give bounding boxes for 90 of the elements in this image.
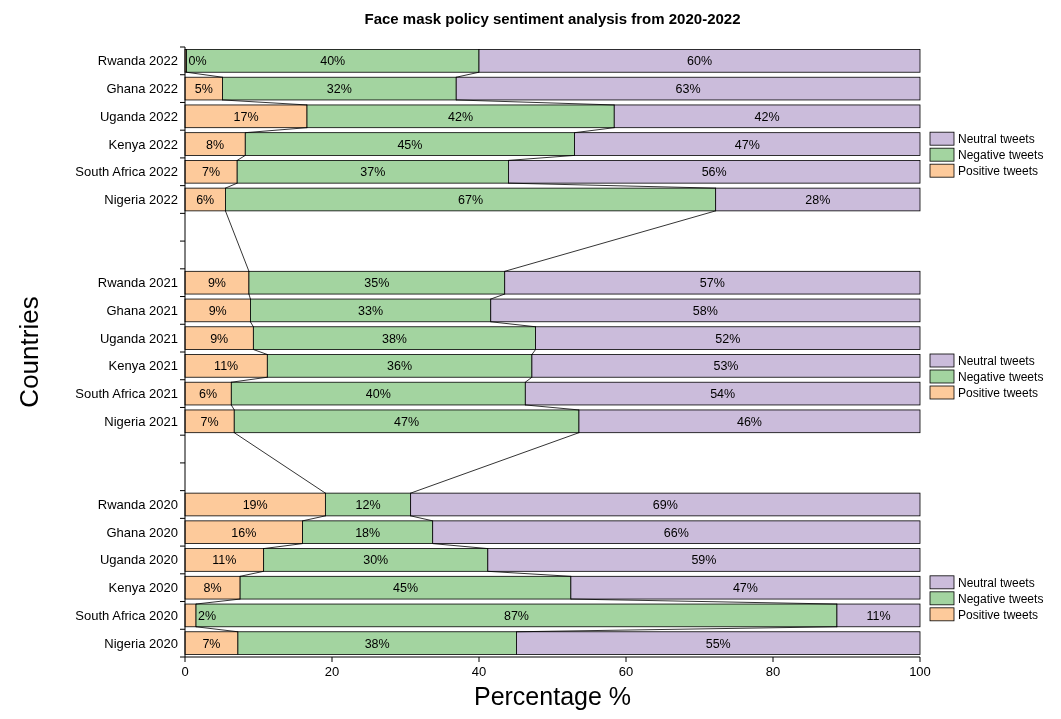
data-label: 16% [231, 525, 257, 540]
data-label: 30% [363, 553, 389, 568]
text: Positive tweets [958, 386, 1039, 400]
data-label: 69% [652, 498, 678, 512]
data-label: 59% [691, 553, 717, 568]
x-tick-label: 80 [765, 664, 781, 679]
data-label: 28% [805, 193, 831, 207]
data-label: 38% [381, 331, 407, 346]
data-label: 56% [701, 165, 727, 180]
data-label: 53% [713, 359, 739, 374]
y-tick-label: Ghana 2022 [106, 81, 178, 97]
data-label: 38% [364, 636, 390, 651]
data-label: 32% [326, 82, 352, 97]
x-tick-label: 40 [471, 664, 487, 679]
data-label: 54% [710, 387, 736, 402]
data-label: 6% [196, 193, 215, 207]
data-label: 37% [360, 165, 386, 180]
text: Neutral tweets [958, 354, 1035, 368]
data-label: 47% [394, 414, 420, 429]
data-label: 42% [754, 109, 780, 124]
y-tick-label: Nigeria 2020 [104, 635, 178, 651]
y-tick-label: Rwanda 2022 [97, 53, 178, 69]
y-axis-title: Countries [14, 296, 44, 408]
y-tick-label: Rwanda 2020 [97, 497, 178, 512]
text: Positive tweets [958, 607, 1039, 622]
y-tick-label: South Africa 2022 [75, 164, 178, 180]
data-label: 36% [387, 359, 413, 374]
data-label: 63% [675, 82, 701, 97]
data-label: 45% [392, 581, 419, 596]
text: Neutral tweets [958, 575, 1035, 590]
y-tick-label: Uganda 2020 [99, 552, 178, 568]
chart-title: Face mask policy sentiment analysis from 2020-2022 [364, 10, 741, 27]
data-label: 19% [242, 498, 268, 512]
x-tick-label: 60 [618, 664, 634, 679]
data-label: 9% [208, 303, 227, 318]
x-tick-label: 0 [181, 664, 189, 679]
data-label: 47% [732, 581, 758, 596]
data-label: 7% [202, 165, 221, 180]
data-label: 33% [358, 303, 384, 318]
data-label: 67% [458, 193, 484, 207]
text: Negative tweets [958, 591, 1044, 606]
data-label: 6% [199, 387, 218, 402]
y-tick-label: Kenya 2020 [108, 580, 178, 596]
data-label: 5% [194, 82, 213, 97]
data-label: 47% [734, 137, 760, 152]
x-axis-title: Percentage % [473, 682, 632, 710]
y-tick-label: South Africa 2020 [75, 607, 178, 623]
data-label: 11% [866, 608, 891, 623]
data-label: 7% [202, 636, 221, 651]
data-label: 52% [715, 331, 741, 346]
y-tick-label: Uganda 2022 [99, 108, 178, 124]
x-tick-label: 100 [909, 664, 931, 679]
x-tick-label: 20 [324, 664, 340, 679]
y-tick-label: South Africa 2021 [75, 386, 178, 402]
data-label: 8% [203, 581, 222, 596]
data-label: 9% [207, 276, 227, 291]
data-label: 42% [448, 109, 474, 124]
data-label: 35% [364, 276, 390, 291]
legend-label: Positive tweets [958, 164, 1039, 179]
data-label: 45% [397, 137, 423, 152]
data-label: 12% [355, 498, 381, 512]
data-label: 46% [736, 414, 762, 429]
data-label: 17% [233, 109, 259, 124]
y-tick-label: Rwanda 2021 [97, 275, 178, 291]
data-label: 58% [692, 303, 718, 318]
data-label: 0% [188, 54, 207, 69]
data-label: 11% [212, 553, 237, 568]
data-label: 11% [214, 359, 239, 374]
data-label: 66% [663, 525, 689, 540]
data-label: 18% [355, 525, 381, 540]
data-label: 7% [200, 414, 219, 429]
data-label: 40% [365, 387, 391, 402]
data-label: 2% [198, 608, 217, 623]
data-label: 8% [206, 137, 225, 152]
legend-label: Neutral tweets [958, 132, 1035, 147]
y-tick-label: Uganda 2021 [99, 330, 178, 346]
data-label: 87% [503, 608, 529, 623]
y-tick-label: Ghana 2020 [106, 524, 178, 540]
data-label: 40% [320, 54, 346, 69]
y-tick-label: Kenya 2022 [108, 136, 178, 152]
y-tick-label: Nigeria 2021 [104, 413, 178, 429]
data-label: 9% [210, 331, 229, 346]
legend-label: Negative tweets [958, 148, 1044, 163]
text: Negative tweets [958, 370, 1044, 384]
data-label: 55% [705, 636, 731, 651]
data-label: 57% [699, 276, 725, 291]
y-tick-label: Nigeria 2022 [104, 192, 178, 207]
y-tick-label: Ghana 2021 [106, 302, 178, 318]
y-tick-label: Kenya 2021 [108, 358, 178, 374]
data-label: 60% [686, 54, 713, 69]
